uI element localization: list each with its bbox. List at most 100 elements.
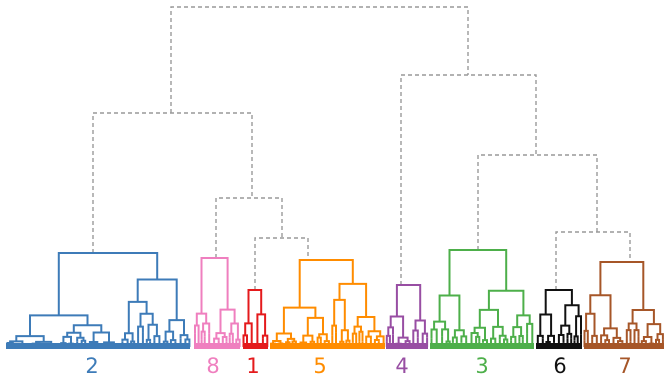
nrrl-link: [228, 332, 234, 342]
cluster-label-5: 5: [313, 354, 326, 378]
nrrrr-link: [375, 335, 385, 341]
nrr-link: [230, 322, 239, 340]
nrrr-link: [656, 333, 664, 340]
nrr-link: [575, 315, 582, 337]
nrlr-link: [340, 329, 349, 342]
nrl-link: [215, 332, 226, 339]
leaf-baseline: [6, 343, 664, 349]
leaf-band-cluster-8: [194, 343, 240, 349]
nlrlr-link: [76, 336, 85, 342]
cluster-label-7: 7: [618, 354, 631, 378]
nrlll-link: [470, 332, 479, 338]
leaf-band-cluster-7: [584, 343, 664, 349]
nrlr-link: [221, 336, 228, 343]
nlrr-link: [318, 333, 328, 342]
nrlrl-link: [339, 340, 345, 345]
left-low-link: [254, 237, 309, 290]
nlrl-link: [66, 331, 82, 338]
cluster-label-1: 1: [246, 354, 259, 378]
nlr-link: [306, 316, 324, 336]
nrrrr-link: [184, 338, 191, 344]
nrrl-link: [642, 336, 653, 344]
nrlrr-link: [498, 334, 507, 340]
upper-dashed-links: [92, 6, 631, 290]
nlr-link: [547, 334, 555, 343]
nlrl-link: [600, 334, 609, 341]
subtree-cluster-7: [583, 261, 664, 347]
subtree-cluster-1: [242, 289, 269, 347]
nlr-link: [453, 329, 465, 338]
leaf-band-cluster-6: [536, 343, 582, 349]
right-mid-link: [477, 154, 598, 250]
subtree-cluster-8: [194, 257, 241, 347]
nll-link: [275, 332, 292, 341]
cluster-label-3: 3: [475, 354, 488, 378]
leaf-band-cluster-1: [243, 343, 268, 349]
root-link: [170, 6, 469, 113]
cluster-label-8: 8: [206, 354, 219, 378]
n-link: [544, 289, 573, 315]
nl-link: [195, 312, 208, 326]
nllr-link: [591, 334, 598, 341]
nr-link: [219, 308, 236, 334]
nrlrl-link: [137, 325, 144, 339]
nrr-link: [261, 334, 269, 343]
nrl-link: [478, 308, 499, 328]
nl-link: [29, 314, 89, 337]
nr-link: [256, 313, 267, 336]
subtree-cluster-4: [385, 284, 429, 347]
nl-link: [539, 313, 553, 336]
nrrlr-link: [358, 330, 364, 342]
cluster-label-6: 6: [553, 354, 566, 378]
leaf-band-cluster-3: [430, 343, 534, 349]
nrlllr-link: [475, 335, 481, 342]
nrr-link: [646, 323, 662, 337]
n-link: [298, 259, 354, 308]
nrrl-link: [512, 326, 523, 337]
right-top-link: [400, 74, 537, 285]
nlrl-link: [451, 336, 458, 343]
nrrl-link: [573, 335, 579, 344]
nlrr-link: [612, 336, 622, 343]
nlll-link: [272, 340, 282, 344]
nl-link: [282, 306, 317, 334]
left-mid-link: [215, 197, 283, 258]
nlr-link: [397, 336, 409, 344]
nrll-link: [557, 334, 565, 343]
right-low-link: [555, 231, 631, 290]
subtree-cluster-3: [430, 249, 534, 347]
nlll-link: [430, 328, 438, 339]
nrllr-link: [482, 339, 488, 344]
subtree-cluster-5: [270, 259, 385, 347]
cluster-label-2: 2: [85, 354, 98, 378]
nrlrrl-link: [145, 338, 152, 343]
nrlr-link: [566, 332, 573, 339]
nr-link: [338, 282, 368, 318]
nlll-link: [583, 329, 589, 341]
nllr-link: [441, 328, 450, 342]
n-link: [395, 284, 422, 321]
nl-link: [438, 294, 461, 331]
nlrlr-link: [604, 339, 610, 343]
n-link: [57, 252, 159, 316]
nrrrl-link: [365, 335, 372, 342]
n-link: [200, 257, 229, 314]
cluster-subtrees: [6, 249, 664, 348]
leaf-band-cluster-2: [6, 343, 190, 349]
nl-link: [589, 294, 612, 329]
n-link: [448, 249, 508, 296]
subtree-cluster-2: [6, 252, 191, 348]
nll-link: [387, 326, 394, 336]
leaf-band-cluster-5: [270, 343, 385, 349]
nrlr-link: [492, 325, 504, 339]
nrl-link: [127, 300, 148, 334]
nrrlr-link: [169, 339, 177, 345]
leaf-band-cluster-4: [386, 343, 428, 349]
nlrr-link: [92, 331, 110, 343]
n-link: [247, 289, 263, 324]
nr-link: [487, 289, 525, 316]
n-link: [599, 261, 645, 310]
nrlrr-link: [147, 323, 158, 340]
nrrrrl-link: [373, 339, 380, 344]
